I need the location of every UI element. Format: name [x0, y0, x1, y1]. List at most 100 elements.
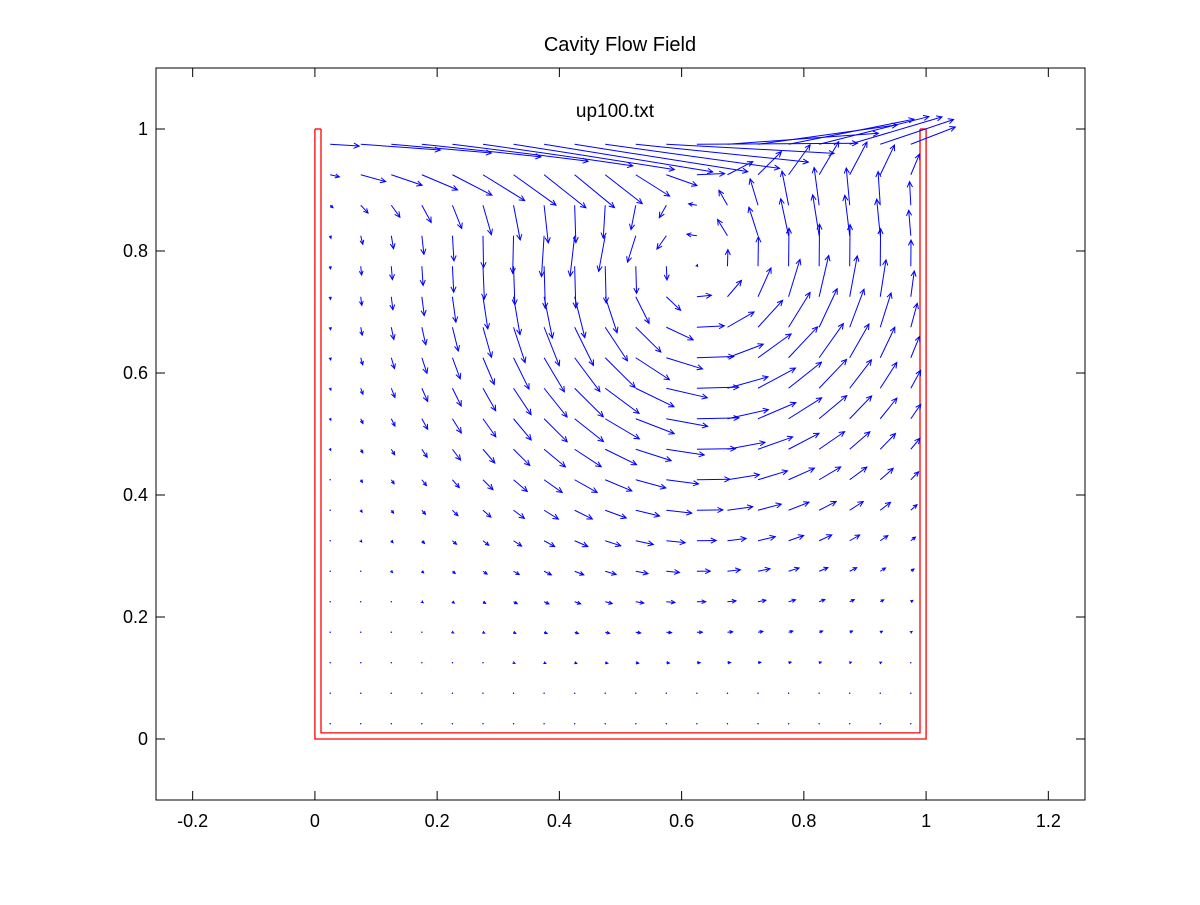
velocity-dot: [666, 693, 667, 694]
velocity-arrow: [605, 693, 606, 694]
velocity-dot: [452, 693, 453, 694]
velocity-arrow: [452, 723, 453, 724]
velocity-dot: [910, 723, 911, 724]
velocity-dot: [391, 693, 392, 694]
velocity-arrow: [421, 693, 422, 694]
velocity-arrow: [360, 693, 361, 694]
velocity-arrow: [482, 723, 483, 724]
velocity-arrow: [452, 662, 453, 663]
velocity-arrow: [880, 723, 881, 724]
velocity-arrow: [849, 723, 850, 724]
velocity-arrow: [391, 723, 392, 724]
velocity-arrow: [513, 723, 514, 724]
velocity-dot: [818, 723, 819, 724]
velocity-arrow: [818, 723, 819, 724]
velocity-arrow: [543, 723, 544, 724]
velocity-dot: [329, 479, 330, 480]
velocity-arrow: [329, 510, 330, 511]
velocity-arrow: [329, 479, 330, 480]
velocity-dot: [421, 662, 422, 663]
velocity-dot: [482, 723, 483, 724]
velocity-dot: [329, 540, 330, 541]
velocity-arrow: [391, 662, 392, 663]
velocity-arrow: [757, 693, 758, 694]
y-tick-label: 0.8: [123, 241, 148, 261]
velocity-arrow: [666, 723, 667, 724]
velocity-dot: [513, 693, 514, 694]
velocity-dot: [421, 693, 422, 694]
x-tick-label: 1: [921, 811, 931, 831]
velocity-arrow: [360, 662, 361, 663]
velocity-dot: [421, 632, 422, 633]
velocity-arrow: [727, 693, 728, 694]
velocity-dot: [391, 632, 392, 633]
velocity-arrow: [635, 693, 636, 694]
velocity-arrow: [482, 693, 483, 694]
velocity-dot: [452, 723, 453, 724]
velocity-arrow: [452, 693, 453, 694]
y-tick-label: 0: [138, 729, 148, 749]
velocity-arrow: [910, 662, 911, 663]
velocity-dot: [329, 601, 330, 602]
velocity-arrow: [360, 601, 361, 602]
velocity-arrow: [391, 693, 392, 694]
velocity-arrow: [910, 723, 911, 724]
velocity-dot: [421, 723, 422, 724]
velocity-dot: [757, 693, 758, 694]
velocity-arrow: [880, 693, 881, 694]
velocity-dot: [605, 723, 606, 724]
velocity-dot: [635, 723, 636, 724]
velocity-arrow: [391, 632, 392, 633]
velocity-arrow: [635, 723, 636, 724]
velocity-dot: [880, 723, 881, 724]
velocity-dot: [391, 601, 392, 602]
velocity-arrow: [910, 693, 911, 694]
velocity-arrow: [788, 693, 789, 694]
velocity-dot: [360, 632, 361, 633]
velocity-dot: [757, 723, 758, 724]
x-tick-label: -0.2: [177, 811, 208, 831]
velocity-dot: [360, 662, 361, 663]
velocity-arrow: [329, 693, 330, 694]
velocity-arrow: [513, 693, 514, 694]
velocity-dot: [329, 510, 330, 511]
velocity-arrow: [818, 693, 819, 694]
velocity-arrow: [574, 693, 575, 694]
velocity-arrow: [391, 601, 392, 602]
velocity-dot: [329, 662, 330, 663]
y-tick-label: 0.2: [123, 607, 148, 627]
velocity-arrow: [329, 540, 330, 541]
velocity-dot: [605, 693, 606, 694]
y-tick-label: 0.6: [123, 363, 148, 383]
velocity-arrow: [696, 693, 697, 694]
y-tick-label: 1: [138, 119, 148, 139]
velocity-arrow: [543, 693, 544, 694]
velocity-arrow: [329, 601, 330, 602]
velocity-arrow: [727, 723, 728, 724]
velocity-arrow: [574, 723, 575, 724]
velocity-dot: [788, 693, 789, 694]
velocity-dot: [482, 662, 483, 663]
x-tick-label: 0.6: [669, 811, 694, 831]
velocity-dot: [910, 662, 911, 663]
velocity-arrow: [360, 723, 361, 724]
velocity-dot: [849, 723, 850, 724]
velocity-dot: [360, 571, 361, 572]
velocity-dot: [329, 571, 330, 572]
velocity-dot: [696, 693, 697, 694]
velocity-dot: [727, 723, 728, 724]
axes-box: [156, 68, 1085, 800]
file-annotation: up100.txt: [576, 101, 655, 122]
velocity-dot: [666, 723, 667, 724]
velocity-dot: [574, 723, 575, 724]
velocity-dot: [360, 723, 361, 724]
velocity-dot: [788, 723, 789, 724]
velocity-dot: [696, 723, 697, 724]
velocity-dot: [360, 693, 361, 694]
velocity-dot: [543, 693, 544, 694]
velocity-arrow: [421, 723, 422, 724]
velocity-arrow: [605, 723, 606, 724]
velocity-arrow: [329, 571, 330, 572]
